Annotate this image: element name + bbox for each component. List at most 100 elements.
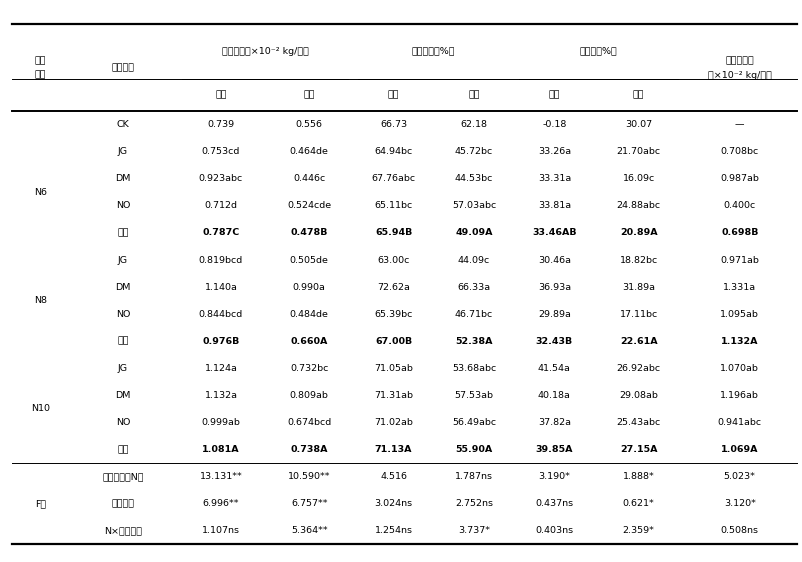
Text: 30.46a: 30.46a	[537, 256, 570, 265]
Text: 40.18a: 40.18a	[537, 391, 570, 400]
Text: CK: CK	[116, 120, 129, 129]
Text: 53.68abc: 53.68abc	[452, 364, 496, 373]
Text: 3.190*: 3.190*	[538, 472, 569, 481]
Text: 覆盖方式: 覆盖方式	[111, 63, 134, 72]
Text: 52.38A: 52.38A	[455, 337, 492, 346]
Text: 62.18: 62.18	[460, 120, 487, 129]
Text: 65.11bc: 65.11bc	[374, 201, 412, 210]
Text: 叶片: 叶片	[548, 90, 560, 99]
Text: 10.590**: 10.590**	[288, 472, 330, 481]
Text: 0.660A: 0.660A	[290, 337, 327, 346]
Text: -0.18: -0.18	[541, 120, 566, 129]
Text: 0.484de: 0.484de	[290, 310, 328, 319]
Text: 46.71bc: 46.71bc	[454, 310, 492, 319]
Text: 0.400c: 0.400c	[723, 201, 755, 210]
Text: 1.081A: 1.081A	[202, 445, 240, 454]
Text: 71.05ab: 71.05ab	[374, 364, 412, 373]
Text: 0.403ns: 0.403ns	[535, 526, 573, 535]
Text: 66.73: 66.73	[379, 120, 407, 129]
Text: 0.524cde: 0.524cde	[287, 201, 331, 210]
Text: 0.712d: 0.712d	[205, 201, 237, 210]
Text: NO: NO	[115, 418, 130, 427]
Text: 1.070ab: 1.070ab	[719, 364, 758, 373]
Text: N×覆盖方式: N×覆盖方式	[103, 526, 142, 535]
Text: 71.31ab: 71.31ab	[374, 391, 412, 400]
Text: 6.996**: 6.996**	[202, 499, 239, 508]
Text: 6.757**: 6.757**	[290, 499, 327, 508]
Text: 24.88abc: 24.88abc	[616, 201, 660, 210]
Text: 72.62a: 72.62a	[377, 283, 410, 292]
Text: 1.140a: 1.140a	[205, 283, 237, 292]
Text: 31.89a: 31.89a	[622, 283, 654, 292]
Text: 茎秆: 茎秆	[468, 90, 479, 99]
Text: 茎秆: 茎秆	[632, 90, 644, 99]
Text: 贡献率（%）: 贡献率（%）	[579, 47, 617, 56]
Text: 4.516: 4.516	[379, 472, 407, 481]
Text: 33.81a: 33.81a	[537, 201, 570, 210]
Text: 0.556: 0.556	[295, 120, 322, 129]
Text: 25.43abc: 25.43abc	[616, 418, 660, 427]
Text: 21.70abc: 21.70abc	[616, 147, 660, 156]
Text: 0.923abc: 0.923abc	[199, 174, 243, 183]
Text: 1.107ns: 1.107ns	[201, 526, 240, 535]
Text: 45.72bc: 45.72bc	[454, 147, 492, 156]
Text: N8: N8	[34, 296, 47, 305]
Text: 0.941abc: 0.941abc	[717, 418, 761, 427]
Text: —: —	[734, 120, 743, 129]
Text: 0.787C: 0.787C	[202, 229, 239, 238]
Text: 67.76abc: 67.76abc	[371, 174, 415, 183]
Text: 氮肥水平（N）: 氮肥水平（N）	[102, 472, 144, 481]
Text: 20.89A: 20.89A	[619, 229, 657, 238]
Text: 0.738A: 0.738A	[290, 445, 327, 454]
Text: 27.15A: 27.15A	[619, 445, 657, 454]
Text: 30.07: 30.07	[624, 120, 651, 129]
Text: 叶片: 叶片	[215, 90, 226, 99]
Text: 33.46AB: 33.46AB	[532, 229, 576, 238]
Text: 56.49abc: 56.49abc	[452, 418, 496, 427]
Text: DM: DM	[115, 391, 131, 400]
Text: N10: N10	[31, 404, 50, 413]
Text: 44.09c: 44.09c	[457, 256, 489, 265]
Text: 1.331a: 1.331a	[723, 283, 755, 292]
Text: 覆盖方式: 覆盖方式	[111, 499, 134, 508]
Text: 0.999ab: 0.999ab	[201, 418, 240, 427]
Text: 33.31a: 33.31a	[537, 174, 570, 183]
Text: NO: NO	[115, 310, 130, 319]
Text: 1.196ab: 1.196ab	[719, 391, 758, 400]
Text: 氮运转率（%）: 氮运转率（%）	[411, 47, 455, 56]
Text: 65.39bc: 65.39bc	[374, 310, 412, 319]
Text: 16.09c: 16.09c	[622, 174, 654, 183]
Text: 氮肥: 氮肥	[34, 56, 47, 65]
Text: 5.023*: 5.023*	[723, 472, 755, 481]
Text: 57.03abc: 57.03abc	[452, 201, 496, 210]
Text: 65.94B: 65.94B	[375, 229, 411, 238]
Text: 0.505de: 0.505de	[290, 256, 328, 265]
Text: 26.92abc: 26.92abc	[616, 364, 660, 373]
Text: 63.00c: 63.00c	[377, 256, 409, 265]
Text: JG: JG	[118, 256, 128, 265]
Text: 49.09A: 49.09A	[455, 229, 492, 238]
Text: DM: DM	[115, 174, 131, 183]
Text: 1.095ab: 1.095ab	[719, 310, 758, 319]
Text: 0.976B: 0.976B	[202, 337, 239, 346]
Text: 2.752ns: 2.752ns	[455, 499, 492, 508]
Text: 66.33a: 66.33a	[457, 283, 490, 292]
Text: N6: N6	[34, 188, 47, 197]
Text: 33.26a: 33.26a	[537, 147, 570, 156]
Text: 1.069A: 1.069A	[720, 445, 758, 454]
Text: 0.844bcd: 0.844bcd	[199, 310, 243, 319]
Text: 22.61A: 22.61A	[619, 337, 657, 346]
Text: 平均: 平均	[117, 445, 128, 454]
Text: 13.131**: 13.131**	[200, 472, 242, 481]
Text: 0.809ab: 0.809ab	[290, 391, 328, 400]
Text: 3.120*: 3.120*	[723, 499, 755, 508]
Text: 0.464de: 0.464de	[290, 147, 328, 156]
Text: 1.888*: 1.888*	[622, 472, 654, 481]
Text: 0.621*: 0.621*	[622, 499, 654, 508]
Text: 5.364**: 5.364**	[290, 526, 327, 535]
Text: 67.00B: 67.00B	[375, 337, 411, 346]
Text: 71.02ab: 71.02ab	[374, 418, 412, 427]
Text: 0.437ns: 0.437ns	[535, 499, 573, 508]
Text: 1.132a: 1.132a	[205, 391, 237, 400]
Text: 1.132A: 1.132A	[720, 337, 758, 346]
